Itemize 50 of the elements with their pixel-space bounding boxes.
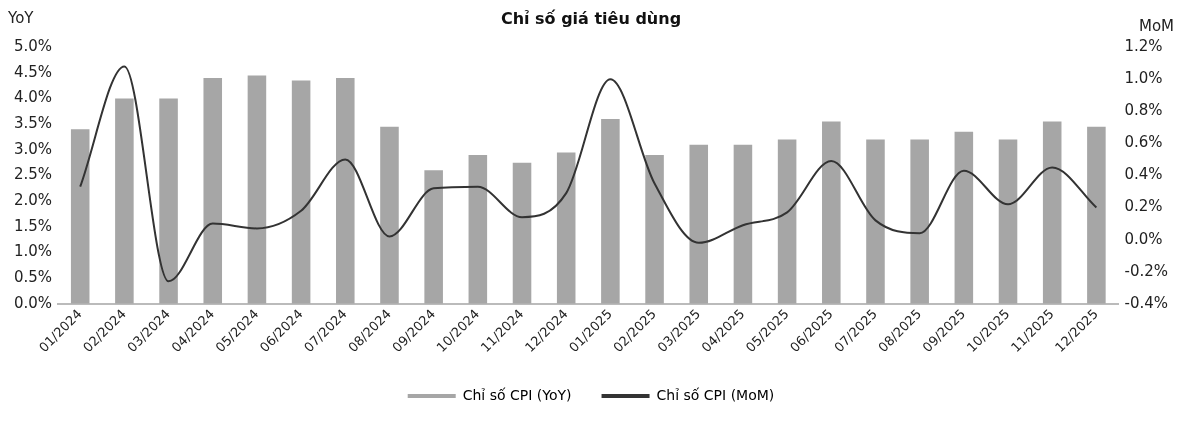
y2-tick-label: 0.6% xyxy=(1124,133,1163,152)
bar xyxy=(556,152,576,304)
y2-tick-label: 0.0% xyxy=(1124,229,1163,248)
bar xyxy=(159,98,178,304)
bar xyxy=(601,119,620,304)
bar xyxy=(822,121,841,304)
bar xyxy=(1087,126,1106,304)
y-tick-label: 0.5% xyxy=(14,268,53,287)
line-series xyxy=(79,65,1098,283)
bar xyxy=(247,75,267,304)
bar xyxy=(733,144,753,304)
y-tick-label: 3.0% xyxy=(14,139,53,158)
bar xyxy=(689,144,709,304)
bar xyxy=(645,154,664,304)
y2-tick-label: -0.4% xyxy=(1124,293,1169,312)
y2-tick-label: 0.2% xyxy=(1124,197,1163,216)
bar xyxy=(512,162,532,304)
y2-tick-label: 0.4% xyxy=(1124,165,1163,184)
y-tick-label: 1.5% xyxy=(14,216,53,235)
bar xyxy=(1042,121,1062,304)
bar xyxy=(203,77,223,304)
bar xyxy=(468,154,488,304)
legend-label: Chỉ số CPI (YoY) xyxy=(462,386,572,403)
y-tick-label: 5.0% xyxy=(14,37,53,56)
bar xyxy=(115,98,134,304)
y-tick-label: 1.0% xyxy=(14,242,53,261)
bar xyxy=(291,80,311,304)
legend-label: Chỉ số CPI (MoM) xyxy=(656,386,775,403)
bar xyxy=(954,131,974,304)
y2-tick-label: 1.2% xyxy=(1124,37,1163,56)
bar xyxy=(866,139,885,304)
chart-title: Chỉ số giá tiêu dùng xyxy=(500,8,682,28)
y-tick-label: 3.5% xyxy=(14,114,53,133)
y2-axis-title: MoM xyxy=(1138,17,1174,36)
bar xyxy=(998,139,1018,304)
y-tick-label: 2.5% xyxy=(14,165,53,184)
y2-tick-label: 0.8% xyxy=(1124,101,1163,120)
y-tick-label: 2.0% xyxy=(14,191,53,210)
bar xyxy=(380,126,399,304)
bar xyxy=(910,139,929,304)
y-axis-title: YoY xyxy=(7,9,35,28)
y-tick-label: 4.0% xyxy=(14,88,53,107)
bar xyxy=(424,170,443,304)
y-tick-label: 0.0% xyxy=(14,293,53,312)
y-tick-label: 4.5% xyxy=(14,62,53,81)
bar xyxy=(777,139,797,304)
bar xyxy=(336,77,355,304)
bar xyxy=(70,129,90,304)
y2-tick-label: 1.0% xyxy=(1124,69,1163,88)
y2-tick-label: -0.2% xyxy=(1124,261,1169,280)
